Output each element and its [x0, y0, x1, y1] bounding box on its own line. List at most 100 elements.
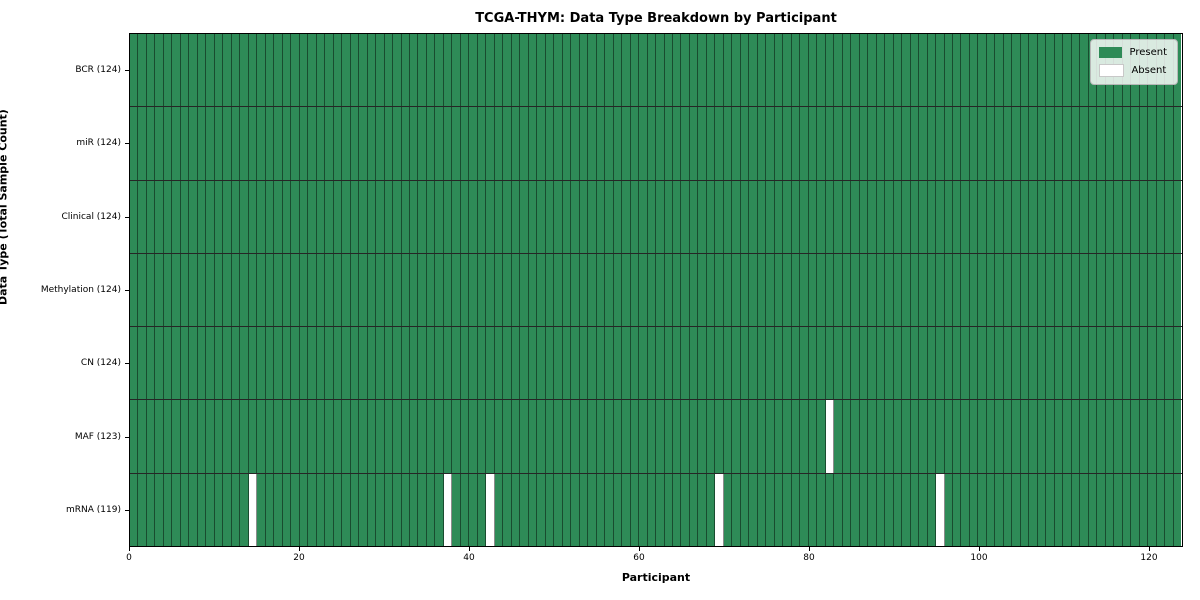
heatmap-cell-present	[588, 180, 597, 253]
heatmap-cell-present	[265, 180, 275, 253]
heatmap-cell-present	[180, 327, 190, 400]
heatmap-cell-present	[435, 327, 444, 400]
heatmap-cell-present	[401, 253, 410, 327]
heatmap-cell-present	[146, 180, 156, 253]
heatmap-cell-present	[868, 34, 877, 107]
heatmap-cell-present	[520, 180, 529, 253]
heatmap-cell-present	[1080, 180, 1089, 253]
heatmap-cell-present	[1054, 107, 1064, 180]
heatmap-cell-present	[257, 473, 266, 546]
heatmap-cell-present	[885, 400, 894, 473]
heatmap-cell-present	[537, 107, 546, 180]
heatmap-cell-present	[248, 34, 258, 107]
heatmap-cell-present	[308, 180, 317, 253]
heatmap-cell-present	[859, 327, 869, 400]
heatmap-cell-present	[172, 400, 181, 473]
heatmap-cell-present	[1012, 327, 1021, 400]
heatmap-cell-present	[579, 253, 589, 327]
heatmap-cell-present	[1029, 180, 1038, 253]
heatmap-cell-present	[1020, 34, 1030, 107]
heatmap-cell-present	[197, 473, 207, 546]
heatmap-cell-present	[426, 327, 436, 400]
heatmap-cell-present	[876, 400, 886, 473]
heatmap-cell-present	[613, 253, 623, 327]
heatmap-cell-present	[740, 180, 750, 253]
heatmap-cell-present	[740, 400, 750, 473]
heatmap-cell-present	[477, 400, 487, 473]
heatmap-cell-present	[656, 473, 665, 546]
heatmap-cell-present	[740, 473, 750, 546]
heatmap-cell-present	[978, 327, 987, 400]
x-tick-mark	[979, 547, 980, 551]
heatmap-cell-present	[494, 107, 504, 180]
heatmap-cell-present	[910, 253, 920, 327]
heatmap-cell-present	[138, 327, 147, 400]
heatmap-cell-present	[885, 253, 894, 327]
heatmap-cell-present	[698, 327, 707, 400]
y-tick-label: Methylation (124)	[40, 285, 121, 295]
heatmap-cell-present	[1122, 180, 1132, 253]
heatmap-cell-present	[554, 327, 563, 400]
heatmap-cell-present	[1054, 327, 1064, 400]
heatmap-cell-present	[1165, 253, 1174, 327]
heatmap-cell-present	[231, 107, 241, 180]
heatmap-cell-present	[944, 327, 953, 400]
heatmap-cell-present	[1071, 107, 1081, 180]
heatmap-cell-present	[520, 253, 529, 327]
heatmap-cell-present	[757, 473, 767, 546]
heatmap-cell-present	[274, 34, 283, 107]
heatmap-cell-present	[155, 473, 164, 546]
heatmap-cell-present	[359, 327, 368, 400]
heatmap-cell-present	[409, 253, 419, 327]
heatmap-cell-present	[189, 400, 198, 473]
heatmap-cell-present	[401, 180, 410, 253]
heatmap-cell-present	[952, 327, 962, 400]
heatmap-cell-present	[1037, 180, 1047, 253]
heatmap-cell-present	[197, 327, 207, 400]
heatmap-cell-present	[571, 327, 580, 400]
heatmap-cell-present	[817, 327, 826, 400]
heatmap-cell-present	[952, 473, 962, 546]
heatmap-cell-present	[902, 107, 911, 180]
heatmap-cell-present	[503, 327, 512, 400]
heatmap-cell-present	[825, 34, 835, 107]
heatmap-row-bcr	[130, 34, 1182, 108]
heatmap-cell-present	[723, 253, 733, 327]
heatmap-cell-present	[689, 253, 699, 327]
heatmap-cell-present	[1046, 327, 1055, 400]
heatmap-cell-present	[596, 34, 606, 107]
heatmap-cell-present	[494, 253, 504, 327]
heatmap-cell-present	[1046, 107, 1055, 180]
heatmap-cell-present	[452, 473, 461, 546]
heatmap-cell-present	[995, 253, 1004, 327]
heatmap-cell-present	[452, 180, 461, 253]
heatmap-cell-present	[172, 180, 181, 253]
heatmap-cell-present	[316, 400, 326, 473]
heatmap-cell-present	[791, 400, 801, 473]
heatmap-cell-present	[299, 400, 309, 473]
absent-swatch-icon	[1099, 64, 1125, 77]
heatmap-cell-present	[1097, 473, 1106, 546]
heatmap-cell-present	[240, 180, 249, 253]
heatmap-cell-present	[774, 107, 784, 180]
x-tick-label: 20	[293, 553, 305, 563]
heatmap-cell-present	[579, 327, 589, 400]
heatmap-cell-present	[1139, 400, 1149, 473]
heatmap-cell-present	[163, 34, 173, 107]
heatmap-cell-present	[426, 400, 436, 473]
heatmap-cell-present	[783, 327, 792, 400]
heatmap-cell-present	[613, 34, 623, 107]
heatmap-cell-present	[817, 473, 826, 546]
chart-title: TCGA-THYM: Data Type Breakdown by Partic…	[475, 11, 837, 26]
heatmap-cell-present	[172, 107, 181, 180]
heatmap-cell-present	[732, 327, 741, 400]
heatmap-cell-present	[1037, 327, 1047, 400]
heatmap-cell-present	[163, 180, 173, 253]
y-tick-mark	[125, 363, 129, 365]
heatmap-cell-present	[859, 473, 869, 546]
heatmap-cell-present	[1148, 253, 1157, 327]
heatmap-cell-present	[706, 34, 716, 107]
heatmap-cell-present	[342, 473, 351, 546]
heatmap-cell-present	[927, 327, 937, 400]
heatmap-cell-present	[443, 253, 453, 327]
